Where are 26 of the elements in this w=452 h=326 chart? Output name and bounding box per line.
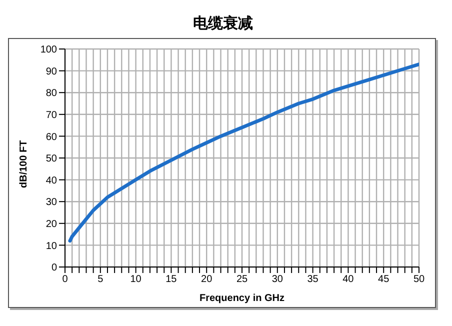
x-tick-label: 45 (378, 274, 390, 286)
x-tick-label: 40 (342, 274, 354, 286)
y-tick-label: 50 (46, 154, 58, 165)
x-axis-title: Frequency in GHz (199, 293, 285, 304)
y-tick-label: 90 (46, 66, 58, 78)
x-tick-label: 35 (307, 274, 319, 286)
y-tick-label: 70 (46, 110, 58, 121)
x-tick-label: 30 (272, 274, 284, 286)
y-tick-label: 60 (46, 132, 58, 143)
x-tick-label: 15 (166, 274, 178, 286)
y-tick-label: 30 (46, 197, 58, 208)
y-axis-title: dB/100 FT (18, 140, 30, 188)
y-tick-label: 20 (46, 218, 58, 230)
x-tick-label: 20 (201, 274, 213, 286)
x-tick-label: 5 (98, 274, 104, 286)
x-tick-label: 25 (236, 274, 248, 286)
line-series (68, 62, 419, 243)
y-tick-label: 40 (46, 175, 58, 186)
chart-title: 电缆衰减 (192, 13, 254, 34)
y-tick-label: 10 (46, 240, 58, 252)
x-tick-label: 50 (413, 274, 425, 286)
y-tick-label: 0 (51, 262, 58, 274)
x-tick-label: 10 (130, 274, 142, 286)
x-tick-label: 0 (62, 274, 68, 286)
y-tick-label: 80 (46, 88, 58, 100)
y-tick-label: 100 (40, 44, 58, 56)
